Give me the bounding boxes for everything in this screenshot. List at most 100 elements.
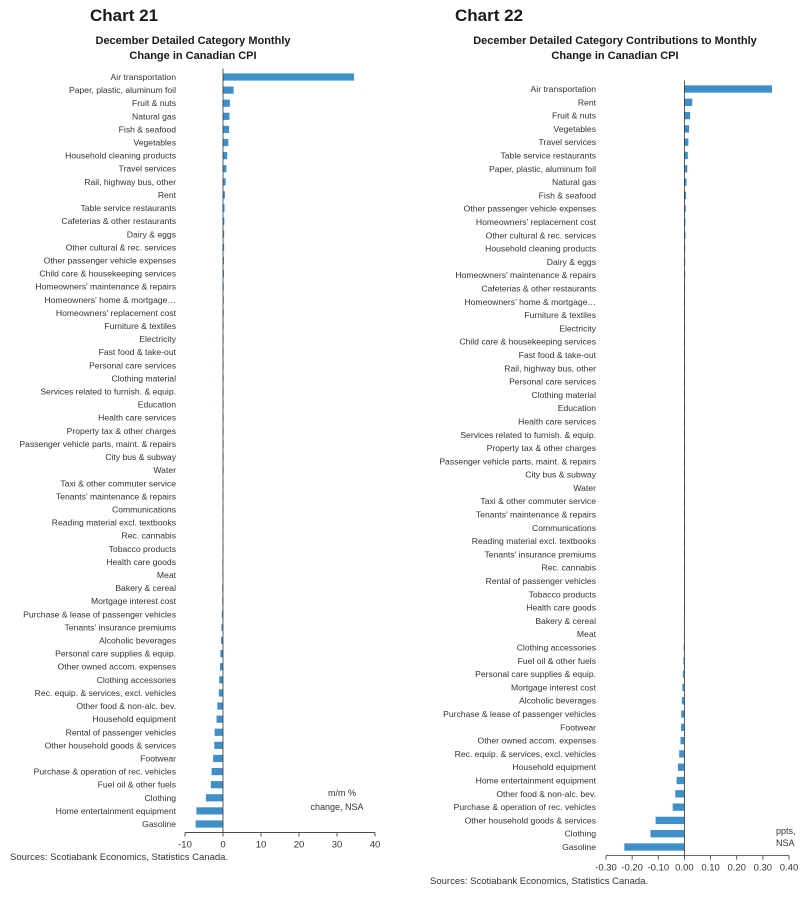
chart21-category-label: Passenger vehicle parts, maint. & repair… xyxy=(19,439,176,449)
chart21-category-label: Gasoline xyxy=(142,819,176,829)
chart22-bar xyxy=(682,683,685,692)
chart22-unit-line2: NSA xyxy=(776,838,795,848)
chart21-category-label: Clothing accessories xyxy=(97,675,176,685)
chart22-category-label: Rec. cannabis xyxy=(542,563,596,573)
chart22-category-label: Reading material excl. textbooks xyxy=(472,536,596,546)
chart21-plot: Air transportation Paper, plastic, alumin… xyxy=(19,68,381,851)
chart22-category-label: Alcoholic beverages xyxy=(519,696,596,706)
chart21-unit-line1: m/m % xyxy=(328,788,356,798)
chart22-number: Chart 22 xyxy=(455,6,524,25)
chart21-category-label: Rec. equip. & services, excl. vehicles xyxy=(35,688,176,698)
chart22-category-label: Purchase & operation of rec. vehicles xyxy=(454,802,596,812)
chart21-category-label: Other household goods & services xyxy=(45,740,176,750)
chart21-bar xyxy=(223,217,225,225)
chart22-category-label: Other cultural & rec. services xyxy=(486,230,596,240)
chart21-category-label: Household cleaning products xyxy=(65,151,176,161)
chart21-bar xyxy=(196,807,223,815)
chart21-category-label: Natural gas xyxy=(132,111,176,121)
chart21-category-label: Meat xyxy=(157,570,177,580)
chart21-bar xyxy=(214,728,223,736)
chart21-bar xyxy=(195,820,223,828)
chart22-category-label: Vegetables xyxy=(553,124,596,134)
chart21-x-tick-label: 40 xyxy=(370,840,381,851)
chart21-bar xyxy=(217,702,223,710)
chart22-bar xyxy=(650,830,685,838)
chart22-category-label: Paper, plastic, aluminum foil xyxy=(489,164,596,174)
chart21-category-label: Fuel oil & other fuels xyxy=(98,780,176,790)
chart22-category-label: Tenants' maintenance & repairs xyxy=(476,510,596,520)
chart22-category-label: Homeowners' replacement cost xyxy=(476,217,597,227)
chart21-category-label: Air transportation xyxy=(111,72,177,82)
chart22-category-label: Other food & non-alc. bev. xyxy=(496,789,596,799)
chart22-category-label: Passenger vehicle parts, maint. & repair… xyxy=(439,456,596,466)
chart21-bar xyxy=(213,754,223,763)
chart22-category-label: Education xyxy=(558,403,596,413)
chart22-bar xyxy=(681,723,685,731)
chart21-category-label: Taxi & other commuter service xyxy=(60,478,176,488)
chart22-category-label: Household cleaning products xyxy=(485,244,596,254)
chart22-category-label: Health care goods xyxy=(526,603,596,613)
chart21-category-label: Health care goods xyxy=(106,557,176,567)
chart21-category-label: Reading material excl. textbooks xyxy=(52,518,176,528)
chart21-bar xyxy=(221,636,223,645)
chart22-category-label: Other owned accom. expenses xyxy=(478,736,596,746)
chart21-bar xyxy=(219,676,223,684)
chart21-bar xyxy=(214,741,223,749)
chart21-x-tick-label: 20 xyxy=(294,840,305,851)
chart21-category-label: Purchase & operation of rec. vehicles xyxy=(34,767,176,777)
chart21-category-label: Personal care supplies & equip. xyxy=(55,649,176,659)
chart22-bar xyxy=(681,697,685,705)
chart21-category-label: Other owned accom. expenses xyxy=(58,662,176,672)
chart21-bar xyxy=(205,794,223,802)
chart21-category-label: Property tax & other charges xyxy=(67,426,176,436)
chart22-bar xyxy=(675,790,685,798)
chart22-category-label: Health care services xyxy=(518,416,596,426)
chart21-category-label: Rent xyxy=(158,190,177,200)
chart21-bar xyxy=(223,125,230,134)
chart22-bar xyxy=(684,205,686,213)
chart22-bar xyxy=(684,191,686,200)
chart21-category-label: Water xyxy=(153,465,176,475)
chart22-title: December Detailed Category Contributions… xyxy=(440,34,790,64)
chart21-bar xyxy=(223,165,227,173)
chart21-category-label: Mortgage interest cost xyxy=(91,596,177,606)
chart22-bar xyxy=(682,670,685,678)
chart22-x-tick-label: -0.30 xyxy=(595,863,617,874)
chart21-category-label: Bakery & cereal xyxy=(115,583,176,593)
chart22-bar xyxy=(672,803,685,811)
chart21-category-label: Furniture & textiles xyxy=(104,321,176,331)
chart22-bar xyxy=(624,843,685,851)
chart21-category-label: Fish & seafood xyxy=(119,124,177,134)
chart21-category-label: Cafeterias & other restaurants xyxy=(61,216,176,226)
chart22-bar xyxy=(684,218,686,226)
chart22-category-label: Fast food & take-out xyxy=(519,350,597,360)
chart21-bar xyxy=(216,715,223,723)
chart22-category-label: Home entertainment equipment xyxy=(476,776,597,786)
chart22-category-label: Rail, highway bus, other xyxy=(504,363,596,373)
chart21-category-label: Fruit & nuts xyxy=(132,98,176,108)
chart21-bar xyxy=(219,663,223,671)
chart22-category-label: Rental of passenger vehicles xyxy=(486,576,596,586)
chart21-category-label: Other passenger vehicle expenses xyxy=(44,255,176,265)
chart21-x-tick-label: -10 xyxy=(178,840,192,851)
chart22-category-label: Fuel oil & other fuels xyxy=(518,656,596,666)
chart22-unit-line1: ppts, xyxy=(776,826,796,836)
chart22-category-label: Electricity xyxy=(559,323,596,333)
chart21-x-tick-label: 10 xyxy=(256,840,267,851)
chart21-bar xyxy=(223,99,230,107)
chart21-number: Chart 21 xyxy=(90,6,159,25)
chart21-category-label: Tenants' insurance premiums xyxy=(65,622,177,632)
chart21-bar xyxy=(223,191,225,199)
chart21-category-label: Vegetables xyxy=(133,138,176,148)
chart22-category-label: Personal care services xyxy=(509,377,596,387)
chart21-category-label: Purchase & lease of passenger vehicles xyxy=(23,609,176,619)
chart21-category-label: Education xyxy=(138,400,176,410)
chart21-category-label: Fast food & take-out xyxy=(99,347,177,357)
chart22-x-tick-label: -0.10 xyxy=(647,863,669,874)
chart22-source: Sources: Scotiabank Economics, Statistic… xyxy=(430,876,649,887)
chart21-category-label: Travel services xyxy=(119,164,176,174)
chart21-bar xyxy=(210,781,223,789)
chart22-category-label: Furniture & textiles xyxy=(524,310,596,320)
chart22-bar xyxy=(684,178,687,186)
